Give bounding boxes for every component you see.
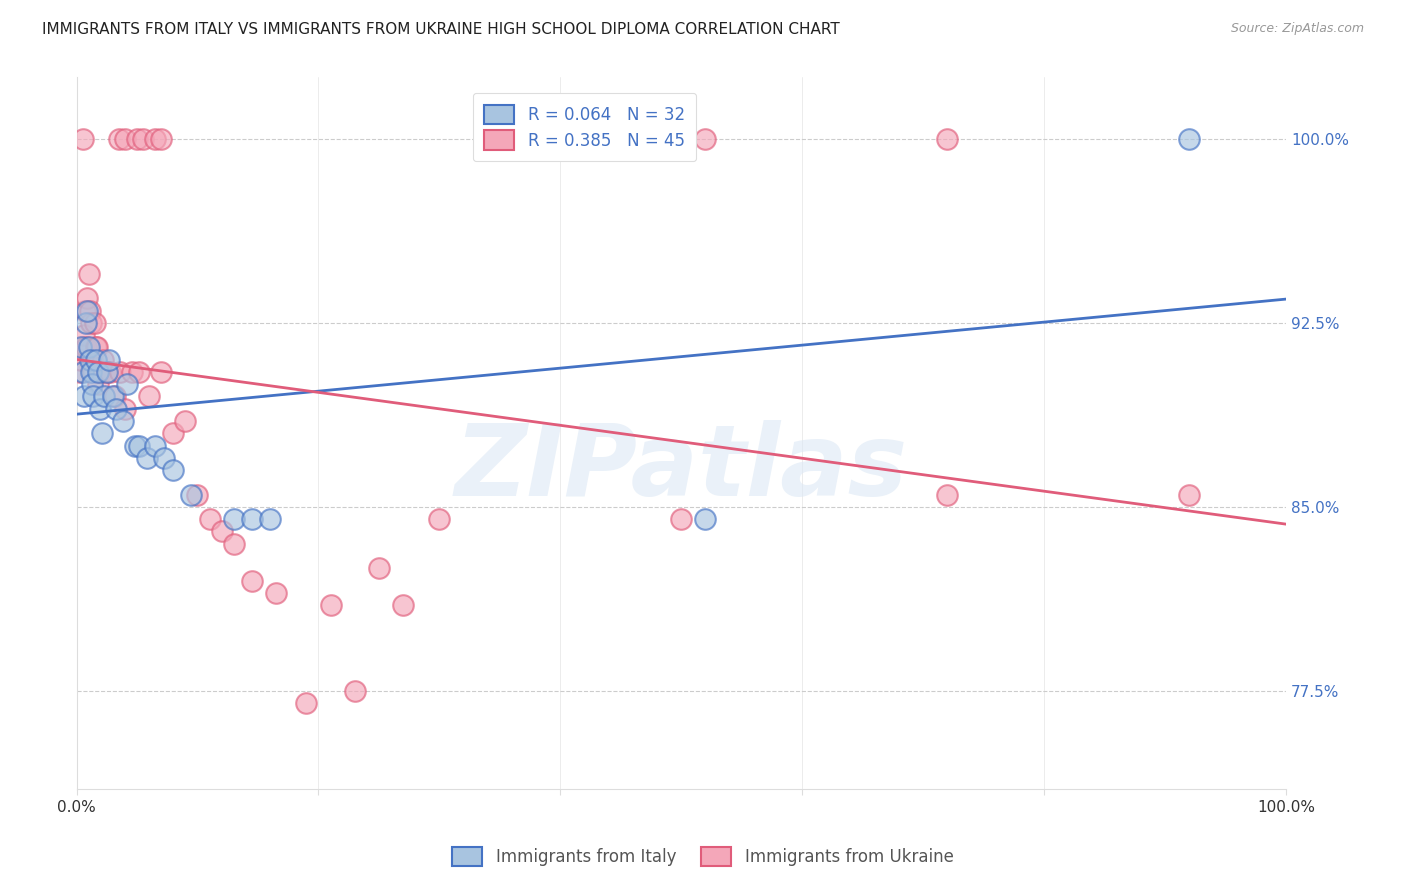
Point <box>150 132 173 146</box>
Point <box>82 352 104 367</box>
Point <box>222 512 245 526</box>
Point <box>180 488 202 502</box>
Point <box>108 365 131 379</box>
Point <box>83 316 105 330</box>
Point <box>79 352 101 367</box>
Point <box>211 524 233 539</box>
Point <box>87 377 110 392</box>
Point <box>80 365 103 379</box>
Point <box>186 488 208 502</box>
Text: ZIPatlas: ZIPatlas <box>454 420 908 517</box>
Point <box>89 365 111 379</box>
Point <box>132 132 155 146</box>
Point <box>84 352 107 367</box>
Point <box>295 696 318 710</box>
Point <box>367 561 389 575</box>
Point <box>124 439 146 453</box>
Point <box>343 684 366 698</box>
Point <box>111 414 134 428</box>
Point <box>936 488 959 502</box>
Point <box>70 340 93 354</box>
Point <box>75 340 97 354</box>
Point <box>72 132 94 146</box>
Point <box>128 439 150 453</box>
Point <box>69 365 91 379</box>
Point <box>240 574 263 588</box>
Point <box>174 414 197 428</box>
Point <box>105 401 128 416</box>
Point <box>87 365 110 379</box>
Point <box>392 598 415 612</box>
Point <box>84 340 107 354</box>
Point <box>259 512 281 526</box>
Point <box>82 377 104 392</box>
Point <box>100 365 122 379</box>
Point <box>108 132 131 146</box>
Point <box>77 340 100 354</box>
Point <box>150 365 173 379</box>
Legend: Immigrants from Italy, Immigrants from Ukraine: Immigrants from Italy, Immigrants from U… <box>444 838 962 875</box>
Point <box>79 303 101 318</box>
Point <box>1178 132 1201 146</box>
Point <box>240 512 263 526</box>
Point <box>76 291 98 305</box>
Point <box>198 512 221 526</box>
Point <box>73 389 96 403</box>
Point <box>114 132 136 146</box>
Point <box>98 352 121 367</box>
Point <box>104 389 127 403</box>
Point <box>86 340 108 354</box>
Point <box>128 365 150 379</box>
Point <box>80 316 103 330</box>
Point <box>222 537 245 551</box>
Point <box>138 389 160 403</box>
Legend: R = 0.064   N = 32, R = 0.385   N = 45: R = 0.064 N = 32, R = 0.385 N = 45 <box>472 93 696 161</box>
Point <box>671 512 693 526</box>
Point <box>72 340 94 354</box>
Point <box>121 365 143 379</box>
Point <box>143 132 166 146</box>
Point <box>695 132 717 146</box>
Point <box>91 352 114 367</box>
Point <box>429 512 451 526</box>
Point <box>152 450 174 465</box>
Point <box>73 328 96 343</box>
Point <box>319 598 342 612</box>
Point <box>90 365 112 379</box>
Text: IMMIGRANTS FROM ITALY VS IMMIGRANTS FROM UKRAINE HIGH SCHOOL DIPLOMA CORRELATION: IMMIGRANTS FROM ITALY VS IMMIGRANTS FROM… <box>42 22 839 37</box>
Point <box>93 389 115 403</box>
Text: Source: ZipAtlas.com: Source: ZipAtlas.com <box>1230 22 1364 36</box>
Point <box>143 439 166 453</box>
Point <box>936 132 959 146</box>
Point <box>162 426 184 441</box>
Point <box>695 512 717 526</box>
Point <box>82 389 104 403</box>
Point <box>73 303 96 318</box>
Point <box>77 267 100 281</box>
Point <box>114 401 136 416</box>
Point <box>75 316 97 330</box>
Point <box>117 377 139 392</box>
Point <box>101 389 124 403</box>
Point <box>96 365 118 379</box>
Point <box>89 401 111 416</box>
Point <box>135 450 157 465</box>
Point <box>70 352 93 367</box>
Point <box>125 132 148 146</box>
Point <box>96 365 118 379</box>
Point <box>72 365 94 379</box>
Point <box>1178 488 1201 502</box>
Point <box>264 586 287 600</box>
Point <box>76 303 98 318</box>
Point <box>82 365 104 379</box>
Point <box>91 426 114 441</box>
Point <box>162 463 184 477</box>
